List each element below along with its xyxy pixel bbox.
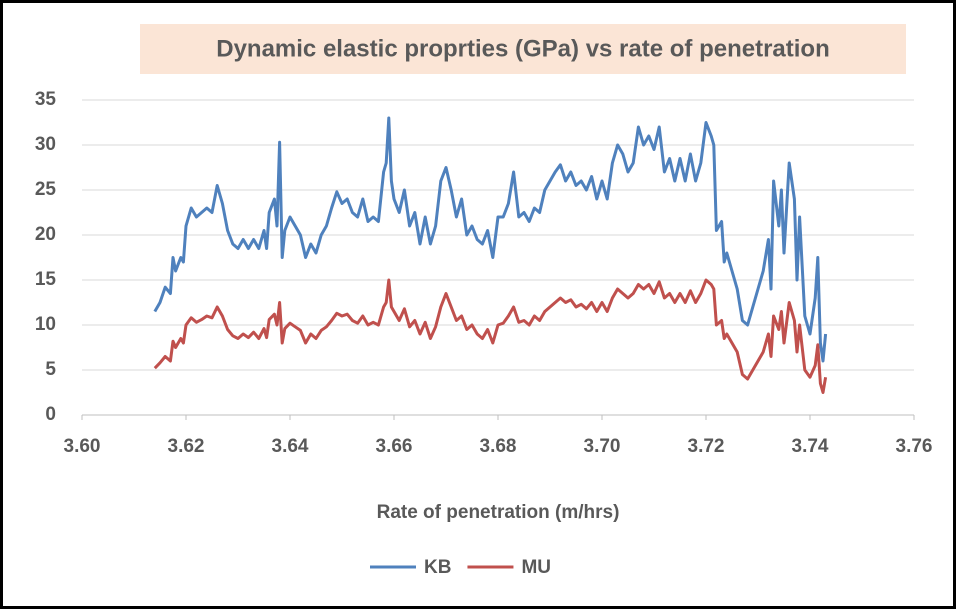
y-tick-label: 30 [35,134,56,155]
x-axis-title: Rate of penetration (m/hrs) [377,502,620,523]
y-tick-label: 20 [35,224,56,245]
title-box [140,24,906,74]
legend-label: KB [424,557,451,578]
x-tick-label: 3.64 [272,436,309,457]
series-line [153,116,828,363]
y-tick-label: 5 [45,359,56,380]
chart-title: Dynamic elastic proprties (GPa) vs rate … [216,35,830,62]
x-tick-label: 3.76 [896,436,933,457]
y-tick-label: 0 [45,404,56,425]
y-tick-label: 25 [35,179,57,200]
x-tick-label: 3.68 [480,436,517,457]
legend-label: MU [521,557,551,578]
x-tick-label: 3.72 [688,436,725,457]
y-tick-label: 15 [35,269,57,290]
x-tick-label: 3.74 [792,436,829,457]
y-tick-label: 35 [35,89,57,110]
x-tick-label: 3.66 [376,436,413,457]
x-tick-label: 3.62 [168,436,205,457]
x-tick-label: 3.70 [584,436,621,457]
y-tick-label: 10 [35,314,56,335]
x-tick-label: 3.60 [64,436,101,457]
series-line [153,278,828,394]
